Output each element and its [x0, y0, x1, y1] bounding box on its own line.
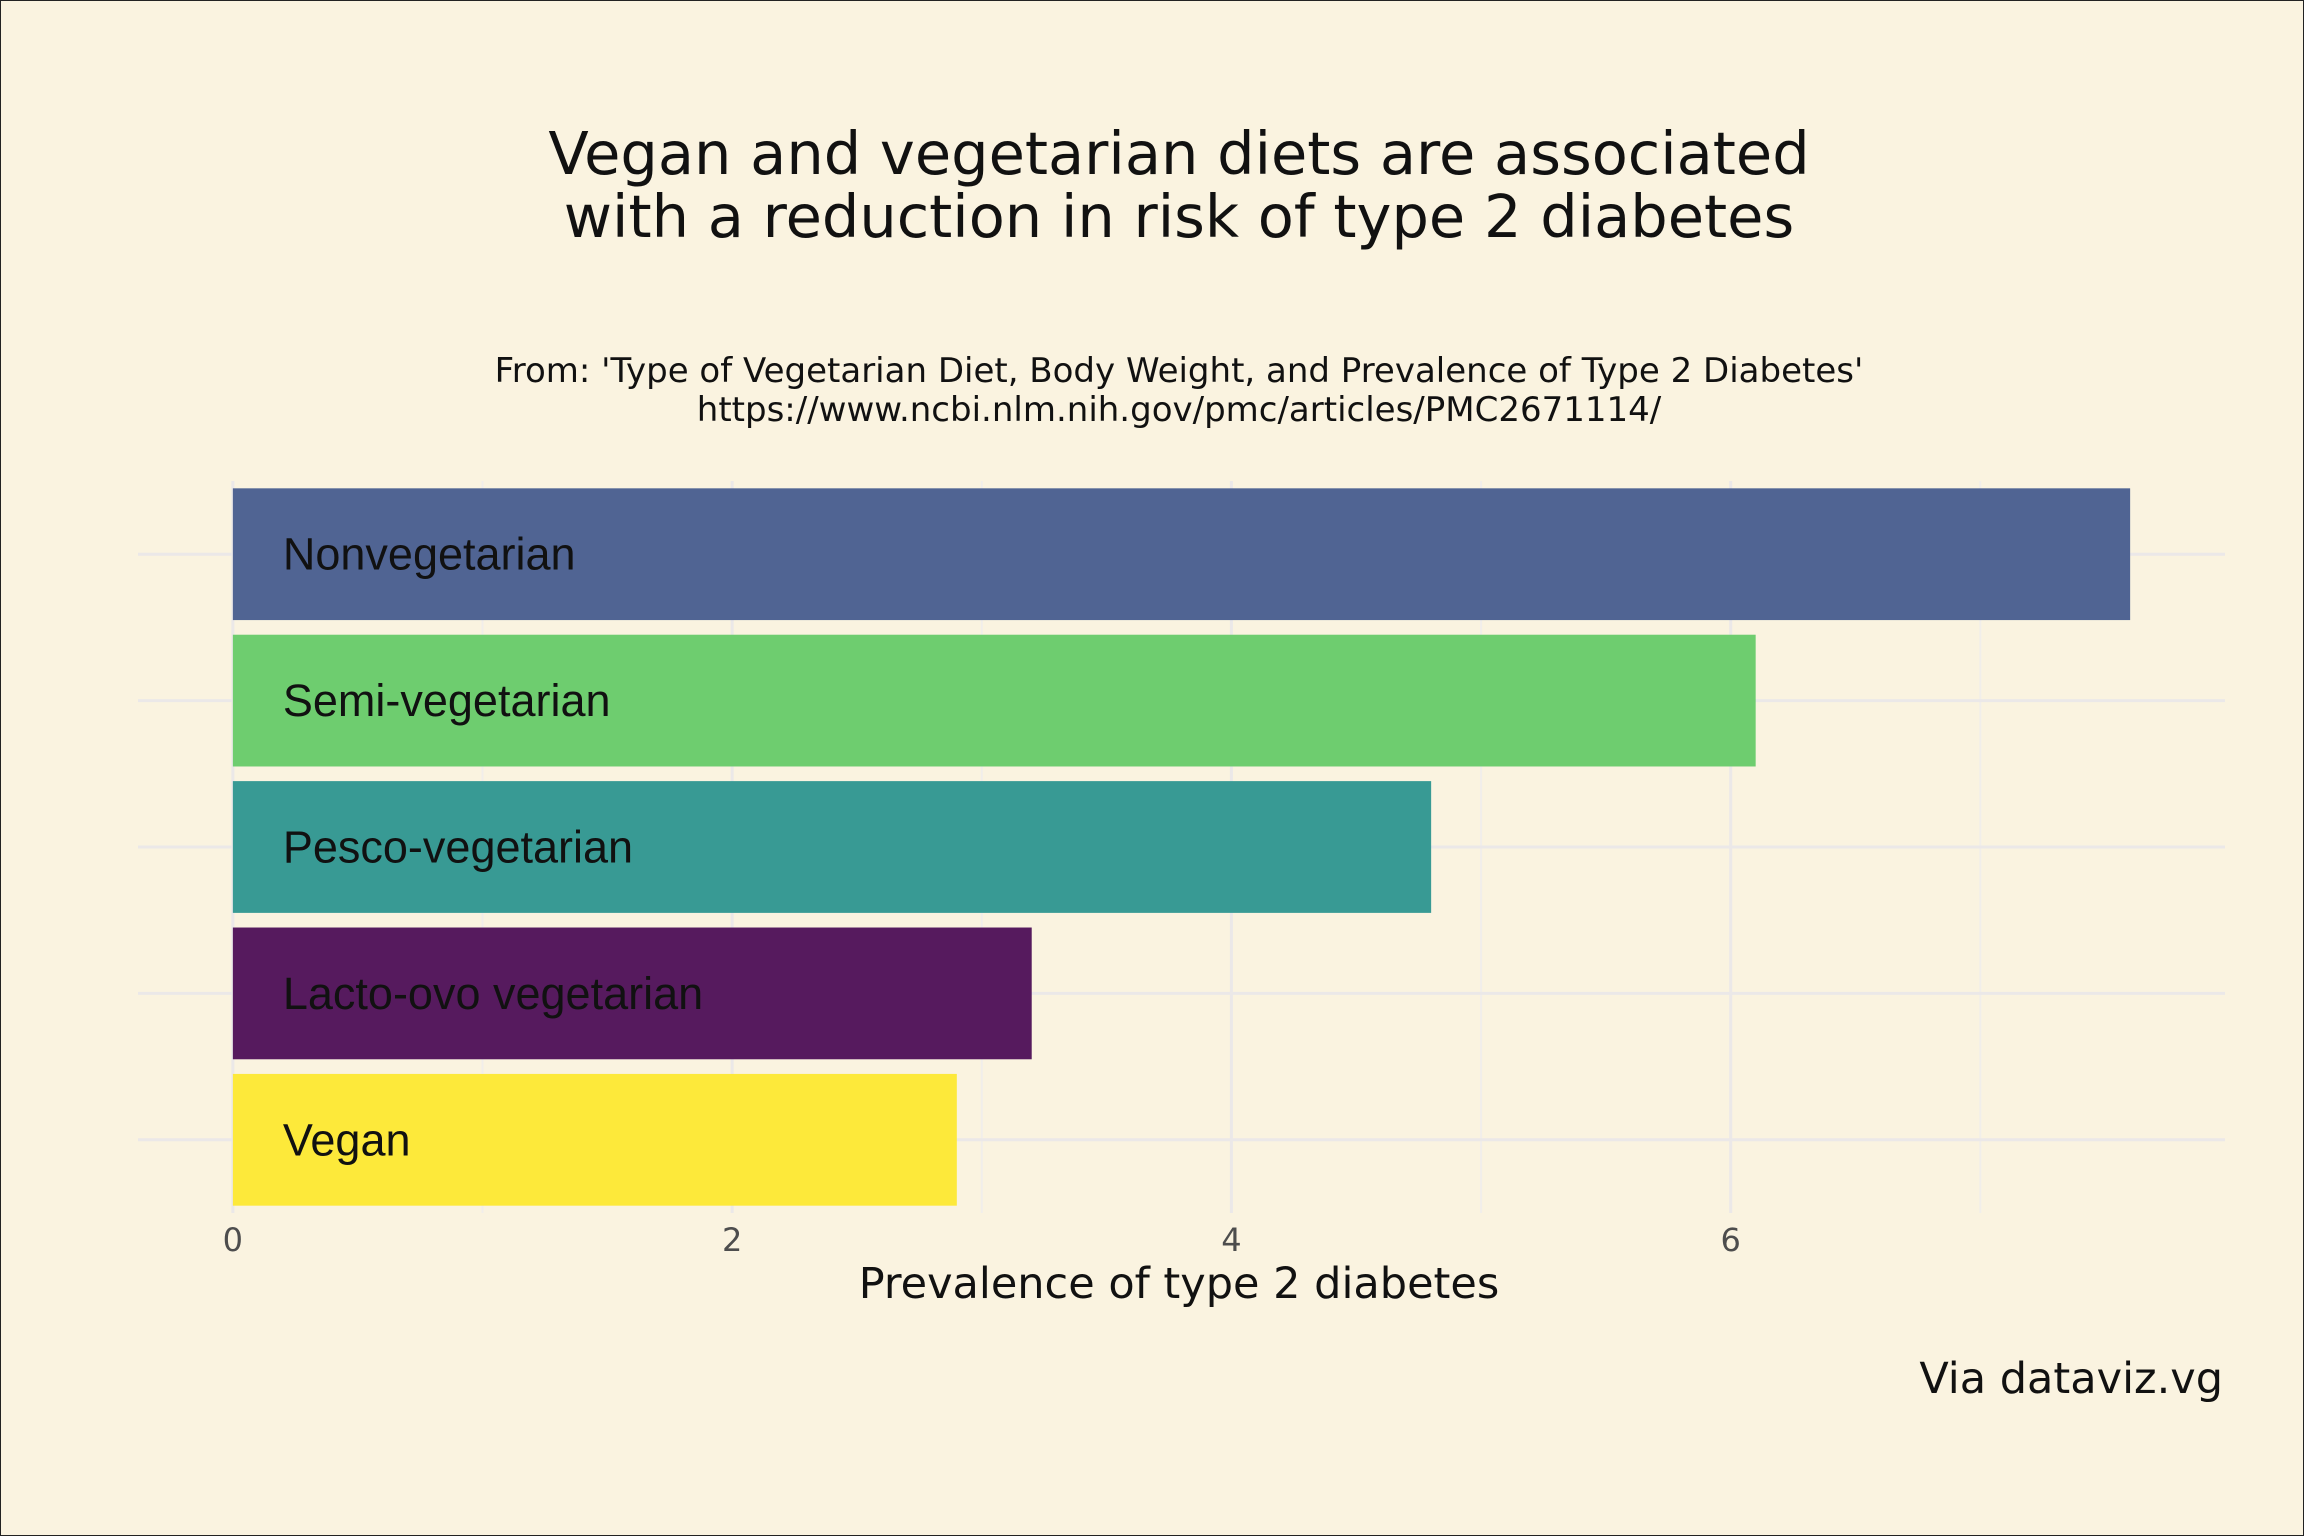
x-tick-layer: 0 2 4 6 [223, 1221, 1741, 1259]
x-tick-label: 2 [722, 1221, 742, 1259]
bar-label: Semi-vegetarian [283, 675, 611, 726]
bar-nonvegetarian [232, 488, 2131, 621]
bar-label: Pesco-vegetarian [283, 822, 633, 873]
x-axis-title: Prevalence of type 2 diabetes [859, 1259, 1500, 1309]
chart-subtitle-line-2: https://www.ncbi.nlm.nih.gov/pmc/article… [697, 390, 1662, 430]
bar-label: Nonvegetarian [283, 529, 576, 580]
bar-semi-vegetarian [232, 634, 1756, 767]
chart-title-line-1: Vegan and vegetarian diets are associate… [548, 119, 1809, 188]
bar-label-layer: Nonvegetarian Semi-vegetarian Pesco-vegeta… [283, 529, 703, 1166]
x-tick-label: 6 [1721, 1221, 1741, 1259]
bar-pesco-vegetarian [232, 781, 1432, 913]
bar-label: Vegan [283, 1114, 411, 1165]
chart-caption: Via dataviz.vg [1919, 1354, 2223, 1404]
bar-lacto-ovo-vegetarian [232, 927, 1032, 1060]
x-tick-label: 0 [223, 1221, 243, 1259]
bar-layer [232, 488, 2131, 1206]
chart-title-line-2: with a reduction in risk of type 2 diabe… [564, 182, 1794, 251]
chart-subtitle-line-1: From: 'Type of Vegetarian Diet, Body Wei… [495, 351, 1864, 391]
x-tick-label: 4 [1221, 1221, 1241, 1259]
bar-label: Lacto-ovo vegetarian [283, 968, 703, 1019]
bar-vegan [232, 1073, 957, 1206]
